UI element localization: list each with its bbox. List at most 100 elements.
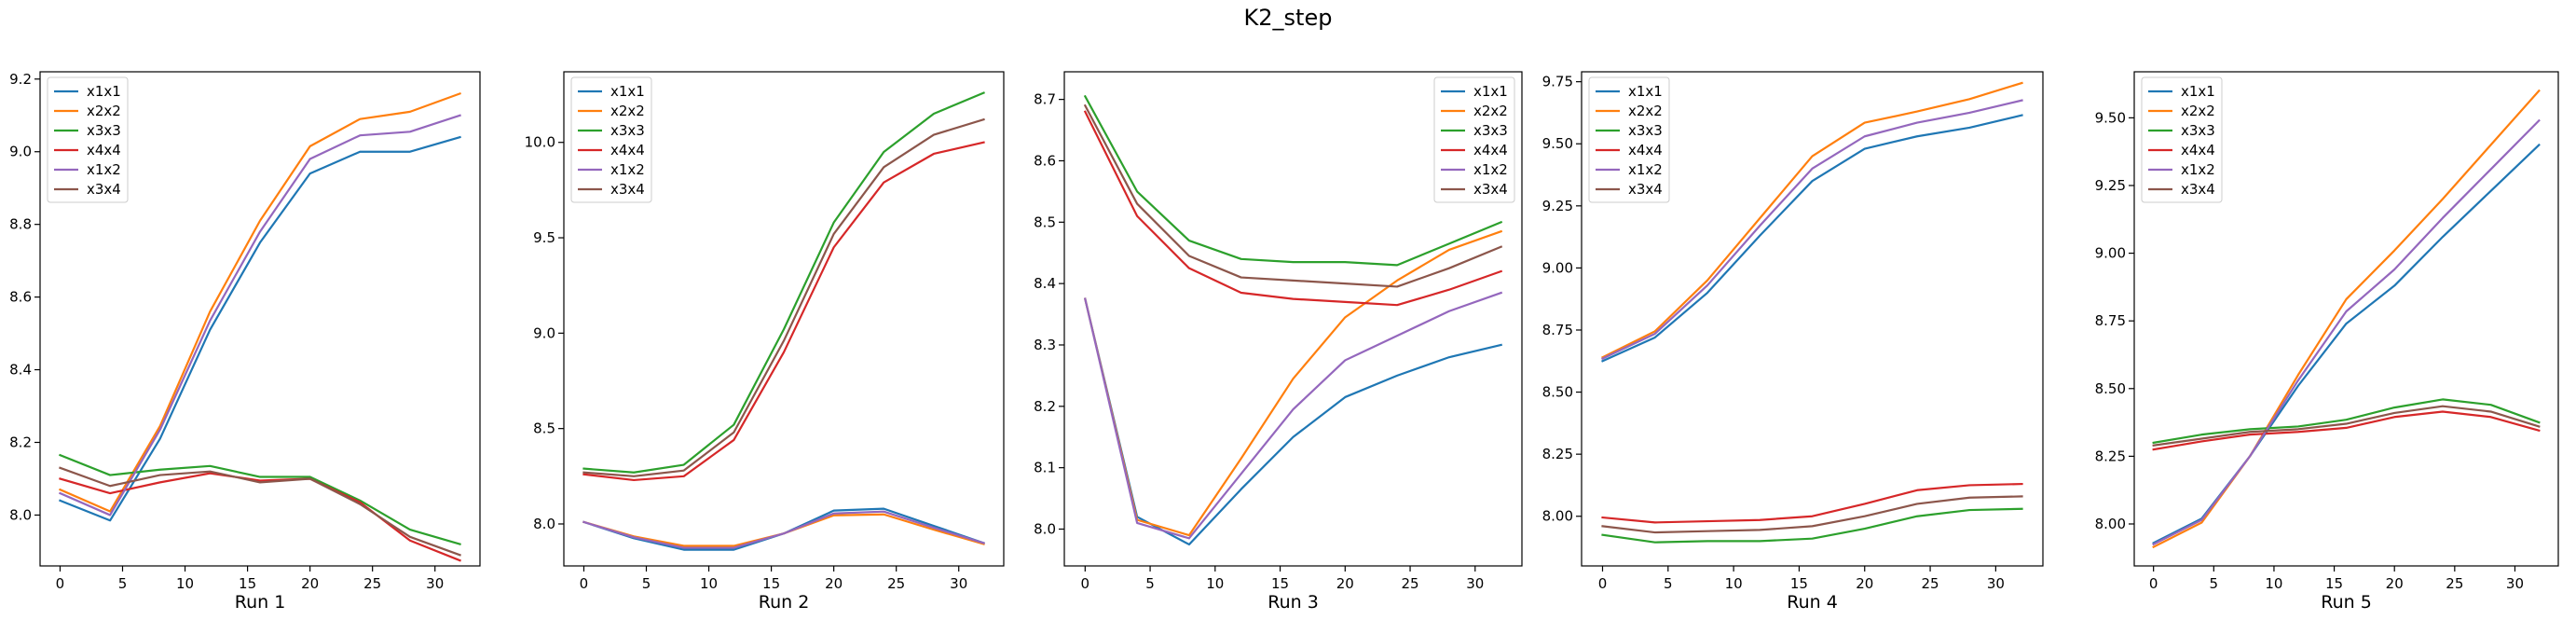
y-tick-label: 8.4 (1034, 275, 1056, 292)
y-tick-label: 8.7 (1034, 91, 1056, 108)
series-line-x3x3 (2152, 398, 2541, 445)
series-line-x4x4 (1601, 482, 2023, 524)
y-tick-label: 9.0 (533, 324, 555, 341)
y-tick-label: 8.25 (1542, 446, 1573, 462)
x-tick-label: 25 (887, 575, 905, 592)
x-axis-label: Run 2 (759, 592, 810, 613)
x-tick-label: 25 (1401, 575, 1418, 592)
legend-label-x2x2: x2x2 (2181, 103, 2215, 119)
legend-label-x1x2: x1x2 (1628, 161, 1663, 178)
legend-label-x3x4: x3x4 (1628, 181, 1663, 198)
y-tick-label: 9.50 (1542, 135, 1573, 152)
axes-frame (563, 71, 1005, 567)
y-tick-label: 8.75 (2095, 312, 2126, 329)
x-tick-label: 30 (2506, 575, 2524, 592)
x-axis-label: Run 5 (2321, 592, 2372, 613)
x-tick-label: 10 (176, 575, 194, 592)
y-tick-label: 9.25 (2095, 177, 2126, 194)
series-line-x3x3 (1601, 507, 2023, 544)
y-tick-label: 10.0 (525, 134, 555, 151)
y-tick-label: 8.5 (533, 420, 555, 437)
x-tick-label: 15 (2325, 575, 2343, 592)
legend-label-x3x3: x3x3 (1628, 122, 1663, 139)
x-tick-label: 5 (2210, 575, 2219, 592)
legend-label-x1x2: x1x2 (1473, 161, 1508, 178)
x-tick-label: 20 (2386, 575, 2404, 592)
x-tick-label: 0 (56, 575, 65, 592)
x-axis-label: Run 1 (235, 592, 286, 613)
legend-label-x2x2: x2x2 (87, 103, 121, 119)
legend-label-x4x4: x4x4 (1628, 142, 1663, 158)
x-tick-label: 5 (1664, 575, 1673, 592)
legend-box (2141, 76, 2223, 203)
y-tick-label: 8.75 (1542, 322, 1573, 338)
y-tick-label: 9.0 (9, 144, 32, 160)
legend-label-x4x4: x4x4 (87, 142, 121, 158)
axes-frame (39, 71, 481, 567)
series-line-x2x2 (1601, 81, 2023, 359)
series-line-x1x2 (582, 510, 985, 549)
legend-label-x3x3: x3x3 (610, 122, 645, 139)
legend-label-x1x2: x1x2 (2181, 161, 2215, 178)
legend-label-x1x1: x1x1 (610, 83, 645, 100)
x-tick-label: 30 (1466, 575, 1484, 592)
subplot-run-2: 0 5 10 15 20 25 30 8.0 8.5 9.0 9.5 10.0 Run 2 x1x1 x2x… (525, 71, 1005, 613)
series-line-x2x2 (1083, 229, 1503, 537)
x-tick-label: 30 (1987, 575, 2005, 592)
series-line-x3x4 (1601, 495, 2023, 534)
legend-box (1588, 76, 1670, 203)
x-tick-label: 0 (1081, 575, 1090, 592)
series-line-x4x4 (2152, 410, 2541, 451)
y-tick-label: 9.00 (2095, 245, 2126, 262)
figure-title: K2_step (1244, 5, 1333, 31)
x-tick-label: 25 (2446, 575, 2463, 592)
legend-box (570, 76, 652, 203)
subplot-run-1: 0 5 10 15 20 25 30 8.0 8.2 8.4 8.6 8.8 9.0 9.2 Run 1 x1… (9, 71, 481, 613)
x-tick-label: 20 (825, 575, 843, 592)
series-line-x1x2 (2152, 118, 2541, 546)
x-tick-label: 15 (1271, 575, 1289, 592)
y-tick-label: 8.0 (533, 516, 555, 532)
y-tick-label: 8.6 (9, 289, 32, 306)
series-line-x1x2 (1083, 291, 1503, 540)
series-line-x1x1 (59, 135, 461, 522)
legend: x1x1 x2x2 x3x3 x4x4 x1x2 x3x4 (2141, 76, 2223, 203)
x-tick-label: 10 (1206, 575, 1224, 592)
y-tick-label: 8.0 (1034, 520, 1056, 537)
y-tick-label: 8.4 (9, 362, 32, 379)
legend-label-x2x2: x2x2 (1628, 103, 1663, 119)
legend-label-x2x2: x2x2 (610, 103, 645, 119)
series-line-x1x2 (1601, 99, 2023, 361)
x-tick-label: 10 (2265, 575, 2282, 592)
y-tick-label: 9.50 (2095, 109, 2126, 126)
legend-label-x1x2: x1x2 (87, 161, 121, 178)
legend-label-x1x1: x1x1 (2181, 83, 2215, 100)
x-tick-label: 10 (700, 575, 718, 592)
legend-label-x4x4: x4x4 (610, 142, 645, 158)
x-tick-label: 5 (118, 575, 128, 592)
y-tick-label: 8.5 (1034, 214, 1056, 230)
legend-label-x3x4: x3x4 (2181, 181, 2215, 198)
series-line-x3x3 (59, 453, 461, 545)
legend-label-x4x4: x4x4 (2181, 142, 2215, 158)
series-line-x1x1 (1083, 297, 1503, 546)
series-line-x3x4 (2152, 405, 2541, 448)
legend: x1x1 x2x2 x3x3 x4x4 x1x2 x3x4 (570, 76, 652, 203)
subplot-run-3: 0 5 10 15 20 25 30 8.0 8.1 8.2 8.3 8.4 8.5 8.6 8.7 Run … (1034, 71, 1523, 613)
series-line-x4x4 (59, 472, 461, 562)
axes-frame (2133, 71, 2559, 567)
x-tick-label: 20 (1336, 575, 1354, 592)
x-tick-label: 0 (1598, 575, 1608, 592)
x-axis-label: Run 4 (1787, 592, 1838, 613)
y-tick-label: 8.3 (1034, 337, 1056, 353)
y-tick-label: 9.2 (9, 71, 32, 88)
series-line-x2x2 (2152, 89, 2541, 549)
x-tick-label: 0 (580, 575, 589, 592)
x-tick-label: 30 (950, 575, 967, 592)
y-tick-label: 8.2 (9, 434, 32, 451)
legend: x1x1 x2x2 x3x3 x4x4 x1x2 x3x4 (1588, 76, 1670, 203)
legend-label-x1x2: x1x2 (610, 161, 645, 178)
legend-label-x4x4: x4x4 (1473, 142, 1508, 158)
series-line-x4x4 (582, 141, 985, 482)
series-line-x1x2 (59, 114, 461, 517)
